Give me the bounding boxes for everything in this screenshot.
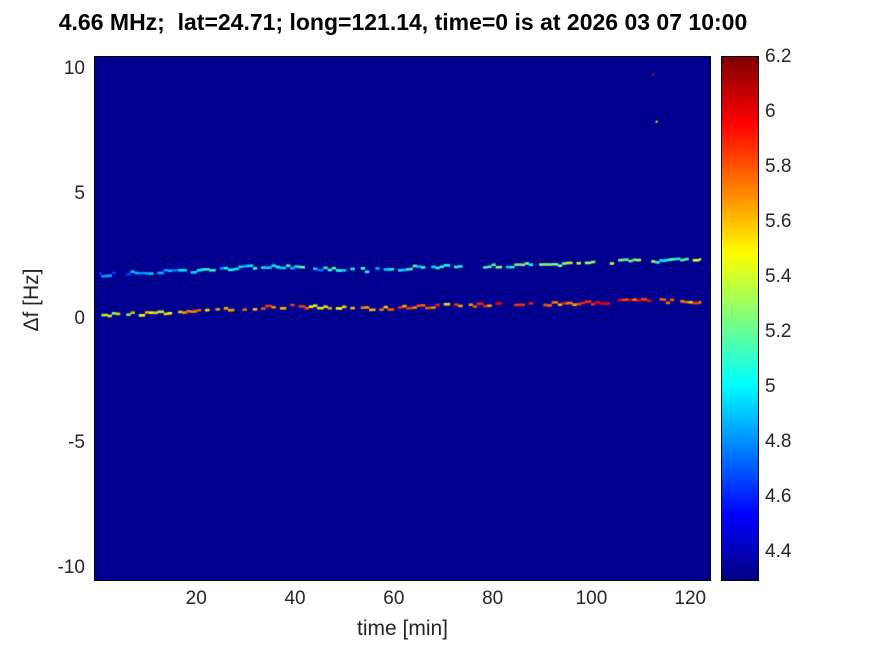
x-tick-label: 120 [674,588,707,609]
colorbar-tick-label: 4.6 [765,486,792,508]
y-tick-label: 10 [63,58,85,80]
x-tick-label: 40 [284,588,306,609]
colorbar-tick-label: 5.8 [765,156,792,178]
x-tick-label: 100 [575,588,608,609]
x-tick-label: 20 [185,588,207,609]
y-tick-label: -5 [68,432,85,454]
colorbar-tick-label: 5.4 [765,266,792,288]
y-tick-label: -10 [57,556,85,578]
colorbar-tick-label: 6.2 [765,46,792,67]
colorbar-canvas [722,57,758,580]
colorbar-tick-label: 4.8 [765,431,792,453]
plot-area [94,56,711,581]
colorbar-tick-label: 6 [765,101,776,123]
colorbar [721,56,759,581]
x-axis-label: time [min] [356,617,448,640]
colorbar-tick-label: 5.6 [765,211,792,233]
chart-title: 4.66 MHz; lat=24.71; long=121.14, time=0… [58,9,748,35]
x-tick-label: 80 [482,588,504,609]
y-tick-label: 5 [74,182,85,204]
x-tick-label: 60 [383,588,405,609]
y-axis-label: Δf [Hz] [20,268,43,332]
heatmap-canvas [95,57,710,580]
y-tick-label: 0 [74,307,85,329]
colorbar-tick-label: 5 [765,376,776,398]
colorbar-tick-label: 4.4 [765,541,792,563]
colorbar-tick-label: 5.2 [765,321,792,343]
